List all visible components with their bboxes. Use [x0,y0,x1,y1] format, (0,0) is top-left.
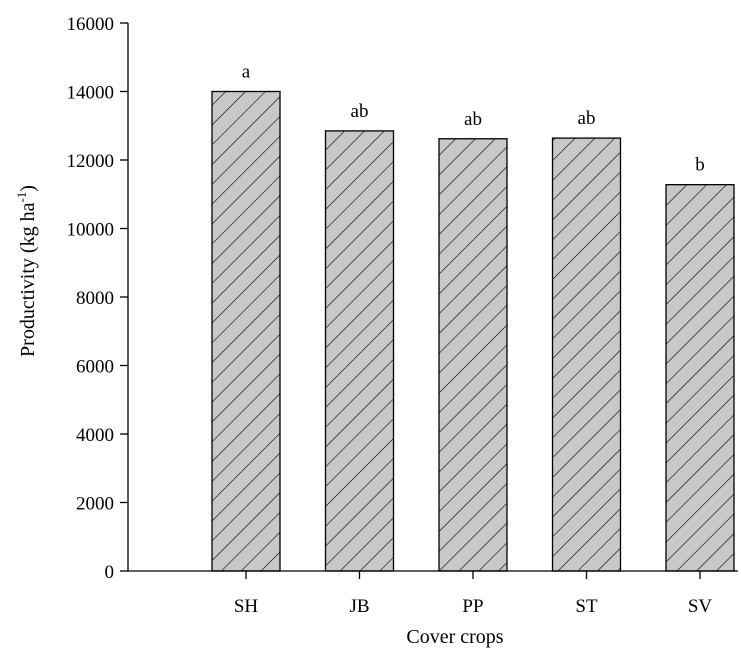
y-tick-label: 0 [105,562,115,583]
x-tick-label-jb: JB [349,596,369,617]
y-tick-label: 8000 [76,288,114,309]
significance-letter-pp: ab [464,109,482,130]
bar-pp [438,138,508,572]
y-axis-title: Productivity (kg ha-1) [14,185,39,357]
x-tick-label-sh: SH [234,596,259,617]
x-axis-title: Cover crops [406,626,503,648]
y-tick-label: 4000 [76,425,114,446]
significance-letter-st: ab [578,108,596,129]
bar-jb [324,130,395,572]
y-axis-title-main: Productivity (kg ha [17,202,39,357]
y-tick-label: 2000 [76,494,114,515]
y-tick-label: 6000 [76,357,114,378]
y-tick-label: 16000 [67,14,115,35]
y-tick-label: 14000 [67,83,115,104]
bar-sv [665,184,735,572]
y-axis-title-close: ) [17,185,39,192]
x-tick-label-sv: SV [688,596,713,617]
x-tick-label-st: ST [575,596,598,617]
x-ticks-group: SH JB PP ST SV [234,571,713,617]
y-ticks-group: 0 2000 4000 6000 8000 10000 12000 14000 16000 [67,14,128,583]
x-tick-label-pp: PP [462,596,483,617]
y-tick-label: 10000 [67,220,115,241]
bar-sh [211,90,281,572]
bars-group [211,90,735,572]
significance-letter-jb: ab [351,101,369,122]
bar-st [551,137,622,572]
y-axis-title-superscript: -1 [14,192,29,203]
significance-labels-group: a ab ab ab b [242,62,705,176]
y-tick-label: 12000 [67,151,115,172]
significance-letter-sv: b [695,155,705,176]
significance-letter-sh: a [242,62,251,83]
